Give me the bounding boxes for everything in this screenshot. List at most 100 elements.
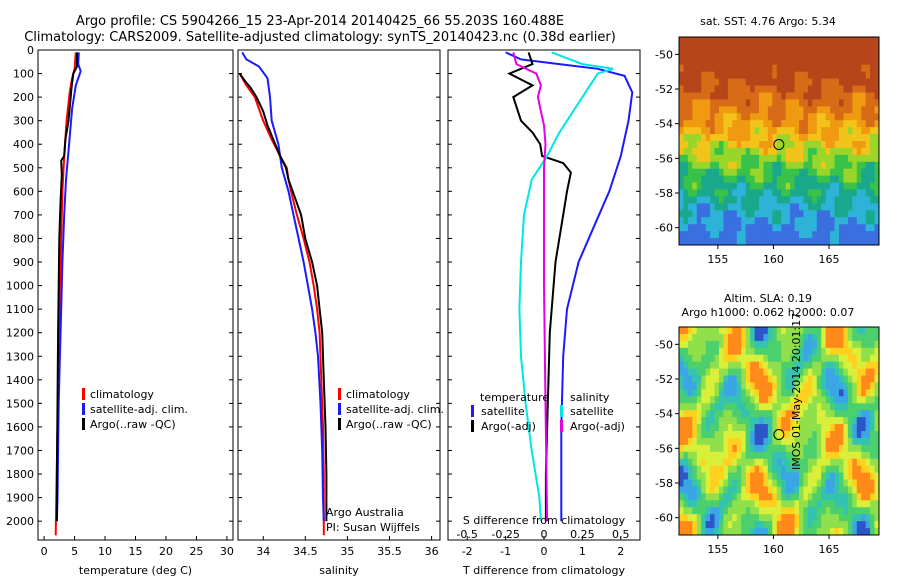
sst_map-cell (870, 92, 875, 100)
sst_map-cell (679, 175, 684, 183)
sla_map-cell (785, 424, 791, 432)
sla_map-cell (794, 521, 800, 529)
sst_map-cell (776, 182, 782, 190)
sla_map-cell (772, 479, 778, 487)
sla_map-cell (723, 486, 729, 494)
sst_map-cell (807, 106, 813, 114)
sst_map-cell (750, 168, 755, 177)
sla_map-cell (803, 375, 809, 383)
sst_map-cell (723, 37, 729, 45)
sst_map-cell (807, 168, 813, 177)
sla_map-cell (723, 327, 729, 335)
sla_map-cell (714, 479, 720, 487)
sst_map-cell (772, 189, 778, 197)
sst_map-cell (736, 224, 742, 232)
sst_map-cell (692, 43, 698, 52)
sst_map-cell (727, 64, 733, 73)
sla_map-cell (772, 431, 778, 439)
sla_map-cell (803, 493, 809, 501)
temperature-legend-label: satellite-adj. clim. (90, 403, 188, 416)
sla_map-cell (759, 521, 764, 529)
sst_map-cell (847, 85, 853, 93)
sla_map-cell (736, 514, 742, 522)
sla_map-cell (710, 327, 715, 335)
sla_map-cell (794, 389, 800, 397)
sla_map-cell (874, 514, 880, 522)
sla_map-cell (839, 396, 844, 404)
sst_map-cell (754, 196, 760, 204)
sla_map-cell (799, 451, 804, 460)
sla_map-cell (825, 472, 831, 480)
sla_map-cell (781, 444, 787, 453)
sla_map-cell (834, 507, 840, 515)
sla_map-cell (847, 507, 853, 515)
sla_map-cell (856, 327, 862, 335)
sla_map-cell (705, 500, 711, 508)
sst_map-cell (839, 161, 844, 170)
sst_map-cell (821, 78, 827, 86)
sst_map-cell (692, 217, 698, 225)
sla_map-cell (834, 354, 840, 363)
sla_map-cell (701, 361, 707, 369)
sla_map-cell (745, 437, 751, 446)
sla_map-cell (785, 465, 791, 473)
sst_map-cell (732, 85, 738, 93)
sst_map-cell (772, 175, 778, 183)
sst_map-cell (692, 182, 698, 190)
sla_map-cell (843, 431, 849, 439)
sla_map-cell (803, 472, 809, 480)
sst_map-cell (807, 85, 813, 93)
sla_map-cell (692, 361, 698, 369)
sla_map-cell (790, 333, 795, 342)
sst_map-cell (852, 168, 858, 177)
sst_map-cell (745, 189, 751, 197)
sst_map-cell (834, 217, 840, 225)
sst_map-cell (776, 210, 782, 218)
sst_map-cell (839, 224, 844, 232)
sla_map-cell (856, 437, 862, 446)
sla_map-cell (803, 437, 809, 446)
sst_map-cell (710, 141, 715, 149)
sla_map-cell (839, 486, 844, 494)
sla_map-cell (843, 500, 849, 508)
sla_map-cell (816, 486, 822, 494)
sla_map-cell (790, 347, 795, 356)
sla_map-cell (816, 403, 822, 411)
sla_map-cell (692, 417, 698, 425)
sla_map-cell (745, 354, 751, 363)
sst_map-cell (874, 120, 880, 128)
sst_map-cell (723, 141, 729, 149)
sst_map-cell (692, 189, 698, 197)
sst_map-cell (759, 141, 764, 149)
sst_map-cell (839, 141, 844, 149)
sla_map-cell (736, 437, 742, 446)
sst_map-cell (692, 154, 698, 163)
sla_map-cell (794, 417, 800, 425)
sst_map-cell (874, 182, 880, 190)
sst_map-cell (847, 106, 853, 114)
sst_map-cell (839, 85, 844, 93)
sst_map-cell (714, 189, 720, 197)
sst_map-cell (856, 85, 862, 93)
sla_map-cell (776, 451, 782, 460)
temperature-xtick-label: 25 (189, 545, 203, 558)
sst_map-cell (776, 161, 782, 170)
sla_map-cell (759, 458, 764, 467)
sla_map-cell (719, 403, 724, 411)
sst_map-cell (790, 203, 795, 211)
sla_map-cell (870, 528, 875, 536)
sst_map-cell (763, 182, 769, 190)
depth-tick-label: 1600 (6, 421, 34, 434)
sst_map-cell (794, 189, 800, 197)
sst_map-cell (794, 141, 800, 149)
sla_map-cell (856, 424, 862, 432)
sla_map-cell (790, 514, 795, 522)
sst_map-cell (803, 189, 809, 197)
sla_map-cell (803, 465, 809, 473)
sla_map-cell (750, 451, 755, 460)
sla_map-cell (852, 458, 858, 467)
sst_map-cell (683, 134, 689, 142)
sla_map-cell (874, 451, 880, 460)
sla_map-cell (714, 368, 720, 376)
sst_map-cell (705, 37, 711, 45)
